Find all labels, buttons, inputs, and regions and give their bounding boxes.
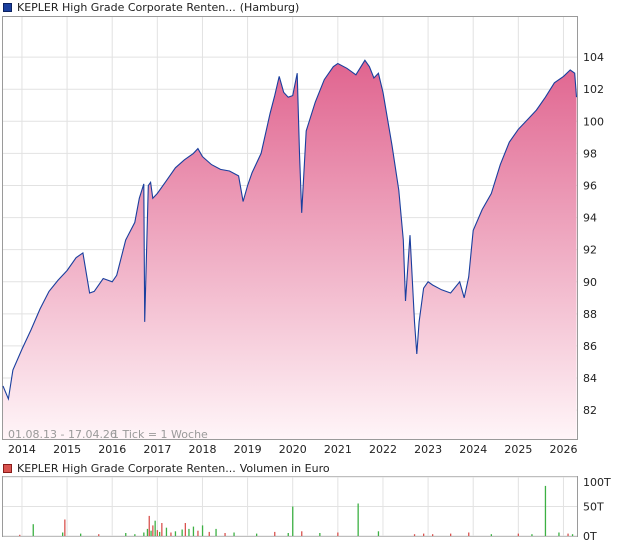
volume-bar — [181, 529, 183, 536]
volume-bar — [377, 531, 380, 536]
price-legend-name: KEPLER High Grade Corporate Renten... — [17, 0, 236, 14]
price-area — [3, 60, 577, 440]
volume-legend: KEPLER High Grade Corporate Renten... Vo… — [3, 461, 330, 475]
volume-bar — [159, 531, 161, 536]
price-line — [2, 59, 578, 401]
volume-bar — [357, 503, 359, 536]
volume-bar — [224, 533, 226, 536]
y-tick-label: 100 — [583, 115, 604, 128]
volume-y-axis: 0T 50T 100T — [583, 476, 611, 543]
volume-bar — [301, 531, 303, 536]
volume-bar — [423, 533, 425, 536]
y-tick-label: 86 — [583, 340, 597, 353]
tick-info-label: 1 Tick = 1 Woche — [112, 428, 208, 441]
volume-bar — [292, 506, 294, 536]
volume-bar — [517, 533, 519, 536]
x-tick-label: 2025 — [504, 443, 532, 456]
volume-y-tick-label: 0T — [583, 530, 597, 543]
volume-bar — [201, 525, 204, 536]
y-tick-label: 94 — [583, 212, 597, 225]
volume-bar — [215, 528, 217, 536]
volume-bar — [188, 528, 190, 536]
y-tick-label: 82 — [583, 404, 597, 417]
volume-bar — [154, 520, 156, 536]
volume-bar — [192, 526, 195, 536]
y-tick-label: 96 — [583, 179, 597, 192]
volume-bar — [64, 519, 66, 536]
y-tick-label: 102 — [583, 83, 604, 96]
volume-bar — [170, 532, 172, 536]
volume-legend-name: KEPLER High Grade Corporate Renten... — [17, 461, 236, 475]
volume-bar — [80, 533, 82, 536]
x-tick-label: 2023 — [414, 443, 442, 456]
volume-bar — [450, 533, 452, 536]
volume-bar — [148, 515, 150, 536]
volume-bar — [558, 532, 560, 536]
volume-bar — [256, 533, 258, 536]
volume-bar — [567, 533, 569, 536]
x-tick-label: 2020 — [279, 443, 307, 456]
volume-bar — [571, 534, 574, 536]
volume-bar — [146, 528, 149, 536]
y-tick-label: 92 — [583, 244, 597, 257]
x-tick-label: 2024 — [459, 443, 487, 456]
volume-y-tick-label: 100T — [583, 476, 611, 489]
price-chart: 82 84 86 88 90 92 94 96 98 100 102 104 2014 2015 2016… — [2, 16, 604, 456]
y-tick-label: 98 — [583, 147, 597, 160]
volume-bar — [274, 531, 276, 536]
volume-bar — [62, 532, 64, 536]
volume-bar — [319, 533, 321, 536]
price-legend: KEPLER High Grade Corporate Renten... (H… — [3, 0, 299, 14]
volume-bar — [544, 485, 547, 536]
x-tick-label: 2015 — [53, 443, 81, 456]
volume-bar — [197, 530, 199, 536]
period-label: 01.08.13 - 17.04.26 — [8, 428, 117, 441]
x-tick-label: 2026 — [549, 443, 577, 456]
volume-bar — [98, 534, 100, 536]
y-tick-label: 90 — [583, 276, 597, 289]
y-tick-label: 88 — [583, 308, 597, 321]
volume-bar — [413, 534, 416, 536]
volume-bar — [208, 531, 210, 536]
y-tick-label: 84 — [583, 372, 597, 385]
volume-bar — [490, 534, 492, 536]
volume-bar — [134, 534, 136, 536]
volume-bar — [468, 532, 470, 536]
volume-bar — [233, 532, 235, 536]
volume-bar — [287, 533, 289, 536]
volume-bar — [143, 532, 145, 536]
volume-bar — [432, 534, 434, 536]
volume-bar — [337, 532, 339, 536]
x-tick-label: 2021 — [324, 443, 352, 456]
volume-y-tick-label: 50T — [583, 501, 604, 514]
x-tick-label: 2016 — [98, 443, 126, 456]
x-tick-label: 2017 — [143, 443, 171, 456]
price-x-axis: 2014 2015 2016 2017 2018 2019 2020 2021 2022 2023… — [8, 443, 578, 456]
volume-bar — [150, 530, 152, 536]
volume-bar — [531, 534, 533, 536]
y-tick-label: 104 — [583, 51, 604, 64]
volume-bar — [152, 525, 154, 536]
x-tick-label: 2014 — [8, 443, 36, 456]
volume-bar — [19, 534, 21, 536]
volume-legend-unit: Volumen in Euro — [239, 461, 330, 475]
volume-chart: 0T 50T 100T — [2, 476, 611, 543]
volume-legend-swatch — [3, 463, 12, 473]
volume-bar — [184, 523, 186, 536]
volume-bar — [32, 524, 34, 536]
volume-bar — [174, 531, 177, 536]
price-legend-exchange: (Hamburg) — [239, 0, 300, 14]
x-tick-label: 2019 — [234, 443, 262, 456]
volume-bars — [19, 485, 574, 536]
volume-bar — [156, 530, 158, 536]
volume-bar — [165, 527, 168, 536]
price-legend-swatch — [3, 2, 12, 12]
x-tick-label: 2022 — [369, 443, 397, 456]
x-tick-label: 2018 — [188, 443, 216, 456]
price-y-axis: 82 84 86 88 90 92 94 96 98 100 102 104 — [583, 51, 604, 417]
volume-bar — [125, 533, 127, 536]
volume-bar — [161, 523, 163, 536]
